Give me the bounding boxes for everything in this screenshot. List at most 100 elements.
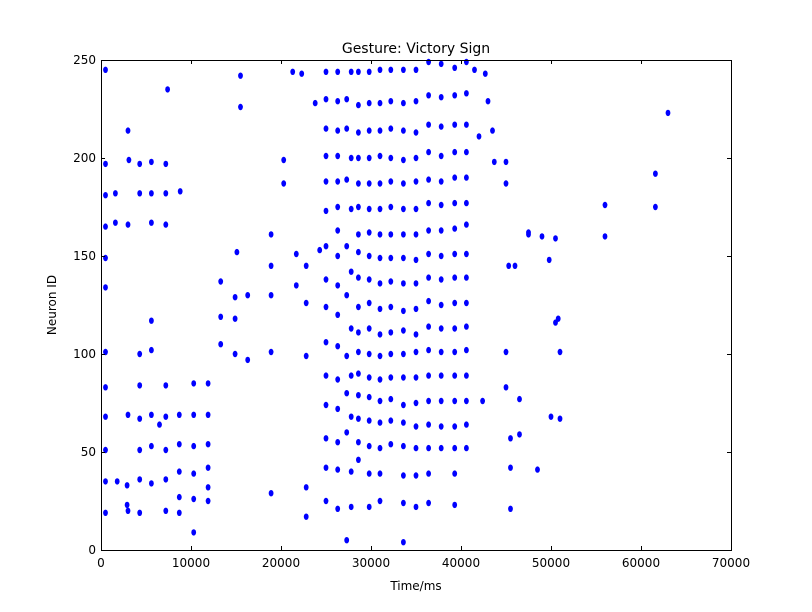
spike-point — [401, 205, 406, 213]
spike-point — [452, 348, 458, 356]
spike-point — [137, 382, 143, 389]
spike-point — [413, 503, 419, 511]
spike-point — [335, 282, 341, 289]
spike-point — [464, 299, 469, 307]
spike-point — [125, 127, 131, 134]
spike-point — [137, 509, 143, 516]
spike-point — [344, 243, 350, 250]
spike-point — [176, 441, 182, 448]
spike-point — [464, 323, 469, 330]
spike-point — [464, 90, 469, 97]
spike-point — [546, 256, 552, 264]
spike-point — [103, 160, 108, 168]
spike-point — [356, 154, 361, 162]
spike-point — [245, 292, 251, 299]
spike-point — [464, 174, 469, 181]
x-tick-label: 60000 — [622, 556, 660, 570]
spike-point — [323, 243, 329, 250]
spike-point — [401, 66, 406, 74]
spike-point — [335, 152, 341, 160]
spike-point — [356, 248, 361, 256]
spike-point — [356, 180, 361, 187]
spike-point — [366, 180, 372, 187]
spike-point — [323, 372, 329, 379]
spike-point — [205, 380, 211, 387]
x-tick-label: 10000 — [172, 556, 210, 570]
spike-point — [413, 423, 419, 430]
spike-point — [293, 250, 299, 258]
spike-point — [366, 99, 372, 107]
x-tick-label: 70000 — [712, 556, 750, 570]
spike-point — [335, 376, 341, 383]
spike-point — [426, 323, 431, 330]
spike-point — [238, 72, 243, 79]
spike-point — [335, 466, 341, 473]
spike-point — [464, 274, 469, 281]
spike-point — [348, 68, 354, 76]
spike-point — [388, 66, 394, 74]
spike-point — [413, 374, 419, 381]
spike-point — [377, 419, 383, 426]
spike-point — [366, 442, 372, 450]
spike-point — [482, 70, 488, 77]
spike-point — [303, 262, 309, 269]
spike-point — [344, 125, 350, 132]
spike-point — [124, 501, 130, 509]
spike-point — [377, 127, 383, 134]
spike-point — [103, 413, 108, 420]
spike-point — [464, 250, 469, 258]
spike-point — [413, 154, 419, 162]
spike-point — [268, 490, 274, 497]
spike-point — [553, 235, 558, 242]
spike-point — [388, 125, 394, 132]
spike-point — [157, 421, 162, 428]
spike-point — [426, 499, 431, 507]
spike-point — [426, 148, 431, 156]
spike-point — [366, 417, 372, 424]
spike-point — [377, 444, 383, 452]
spike-point — [163, 382, 169, 389]
spike-point — [413, 178, 419, 185]
spike-point — [388, 350, 394, 358]
spike-point — [103, 509, 108, 516]
spike-point — [452, 501, 458, 509]
spike-point — [149, 158, 154, 166]
spike-point — [426, 274, 431, 281]
spike-point — [413, 444, 419, 452]
spike-point — [356, 439, 361, 446]
spike-point — [452, 325, 458, 332]
spike-point — [517, 395, 522, 403]
spike-point — [438, 276, 444, 283]
spike-point — [438, 178, 444, 185]
spike-point — [413, 129, 419, 136]
spike-point — [149, 480, 154, 487]
spike-point — [452, 470, 458, 477]
spike-point — [452, 274, 458, 281]
spike-point — [177, 188, 183, 195]
spike-point — [149, 190, 154, 197]
spike-point — [366, 470, 372, 477]
spike-point — [323, 178, 329, 185]
spike-point — [508, 435, 513, 442]
spike-point — [401, 374, 406, 381]
spike-point — [426, 397, 431, 405]
spike-point — [317, 246, 323, 254]
spike-point — [163, 446, 169, 454]
spike-point — [401, 401, 406, 409]
spike-point — [366, 374, 372, 381]
spike-point — [388, 441, 394, 448]
spike-point — [356, 456, 361, 463]
spike-point — [103, 478, 108, 485]
spike-point — [413, 256, 419, 264]
spike-point — [438, 372, 444, 379]
spike-point — [377, 231, 383, 238]
spike-point — [438, 123, 444, 130]
spike-point — [218, 278, 224, 285]
x-tick-label: 40000 — [442, 556, 480, 570]
spike-point — [234, 248, 240, 256]
y-tick-label: 150 — [73, 249, 96, 263]
spike-point — [191, 470, 197, 477]
spike-point — [665, 109, 671, 117]
spike-point — [464, 148, 469, 156]
